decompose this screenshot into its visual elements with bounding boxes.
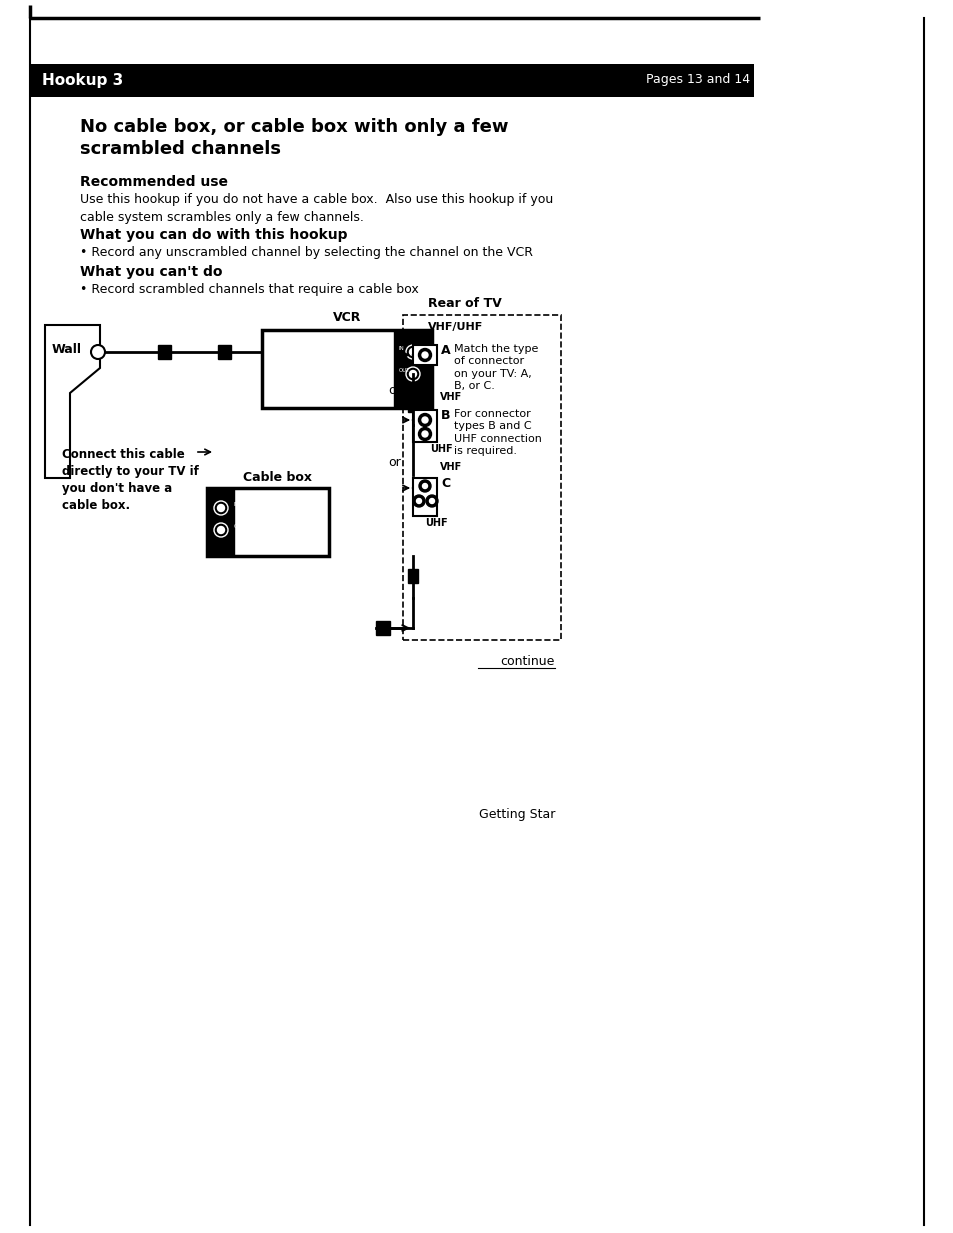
Bar <box>30 64 753 97</box>
Circle shape <box>418 428 431 440</box>
Text: IN: IN <box>398 345 404 350</box>
Circle shape <box>418 349 431 361</box>
Text: • Record any unscrambled channel by selecting the channel on the VCR: • Record any unscrambled channel by sele… <box>80 247 533 259</box>
Text: B: B <box>440 409 450 422</box>
Bar <box>207 488 233 556</box>
Text: Wall: Wall <box>52 343 82 356</box>
Text: Getting Star: Getting Star <box>478 808 555 821</box>
Circle shape <box>416 498 421 503</box>
Text: C: C <box>440 477 450 490</box>
Polygon shape <box>45 326 100 478</box>
Circle shape <box>213 523 228 538</box>
Bar <box>375 621 390 635</box>
Circle shape <box>217 504 224 512</box>
Text: OUT: OUT <box>233 524 245 529</box>
Text: No cable box, or cable box with only a few: No cable box, or cable box with only a f… <box>80 118 508 136</box>
Circle shape <box>426 494 437 507</box>
Bar <box>262 330 432 408</box>
Text: • Record scrambled channels that require a cable box: • Record scrambled channels that require… <box>80 284 418 296</box>
Text: VHF/UHF: VHF/UHF <box>359 337 390 342</box>
Circle shape <box>406 367 419 381</box>
Text: Hookup 3: Hookup 3 <box>42 73 123 88</box>
Text: Recommended use: Recommended use <box>80 175 228 189</box>
Text: IN: IN <box>233 502 239 507</box>
Text: UHF: UHF <box>424 518 447 528</box>
Circle shape <box>421 417 428 423</box>
Text: Pages 13 and 14: Pages 13 and 14 <box>645 74 749 86</box>
Text: UHF: UHF <box>430 444 452 454</box>
Text: continue: continue <box>500 655 555 668</box>
Text: VHF: VHF <box>439 462 462 472</box>
Text: VHF: VHF <box>439 392 462 402</box>
Circle shape <box>409 349 416 355</box>
Circle shape <box>413 494 424 507</box>
Text: or: or <box>388 455 400 469</box>
Text: Match the type
of connector
on your TV: A,
B, or C.: Match the type of connector on your TV: … <box>454 344 537 391</box>
Circle shape <box>217 526 224 534</box>
Circle shape <box>429 498 434 503</box>
Bar <box>207 488 329 556</box>
Text: VHF/UHF: VHF/UHF <box>428 322 483 332</box>
Text: Rear of TV: Rear of TV <box>428 297 501 309</box>
Circle shape <box>91 345 105 359</box>
Bar <box>408 568 417 583</box>
Circle shape <box>421 351 428 358</box>
Text: scrambled channels: scrambled channels <box>80 141 281 158</box>
Text: VCR: VCR <box>333 311 361 324</box>
Text: Connect this cable
directly to your TV if
you don't have a
cable box.: Connect this cable directly to your TV i… <box>62 448 198 512</box>
Text: For connector
types B and C
UHF connection
is required.: For connector types B and C UHF connecti… <box>454 409 541 456</box>
Circle shape <box>421 432 428 436</box>
Circle shape <box>213 501 228 515</box>
Circle shape <box>406 345 419 359</box>
Text: A: A <box>440 344 450 358</box>
Bar <box>408 398 417 412</box>
Bar <box>394 330 432 408</box>
Circle shape <box>418 413 431 427</box>
Text: or: or <box>388 383 400 397</box>
Text: What you can't do: What you can't do <box>80 265 222 279</box>
Text: Cable box: Cable box <box>243 471 313 485</box>
Circle shape <box>422 483 427 488</box>
Bar <box>413 411 436 441</box>
Bar <box>218 345 231 359</box>
Text: Use this hookup if you do not have a cable box.  Also use this hookup if you
cab: Use this hookup if you do not have a cab… <box>80 194 553 224</box>
Bar <box>413 345 436 365</box>
Bar <box>413 478 436 515</box>
Text: OUT: OUT <box>398 367 410 372</box>
Text: What you can do with this hookup: What you can do with this hookup <box>80 228 347 242</box>
Bar <box>402 314 560 640</box>
Circle shape <box>409 370 416 377</box>
Circle shape <box>418 480 431 492</box>
Bar <box>158 345 171 359</box>
